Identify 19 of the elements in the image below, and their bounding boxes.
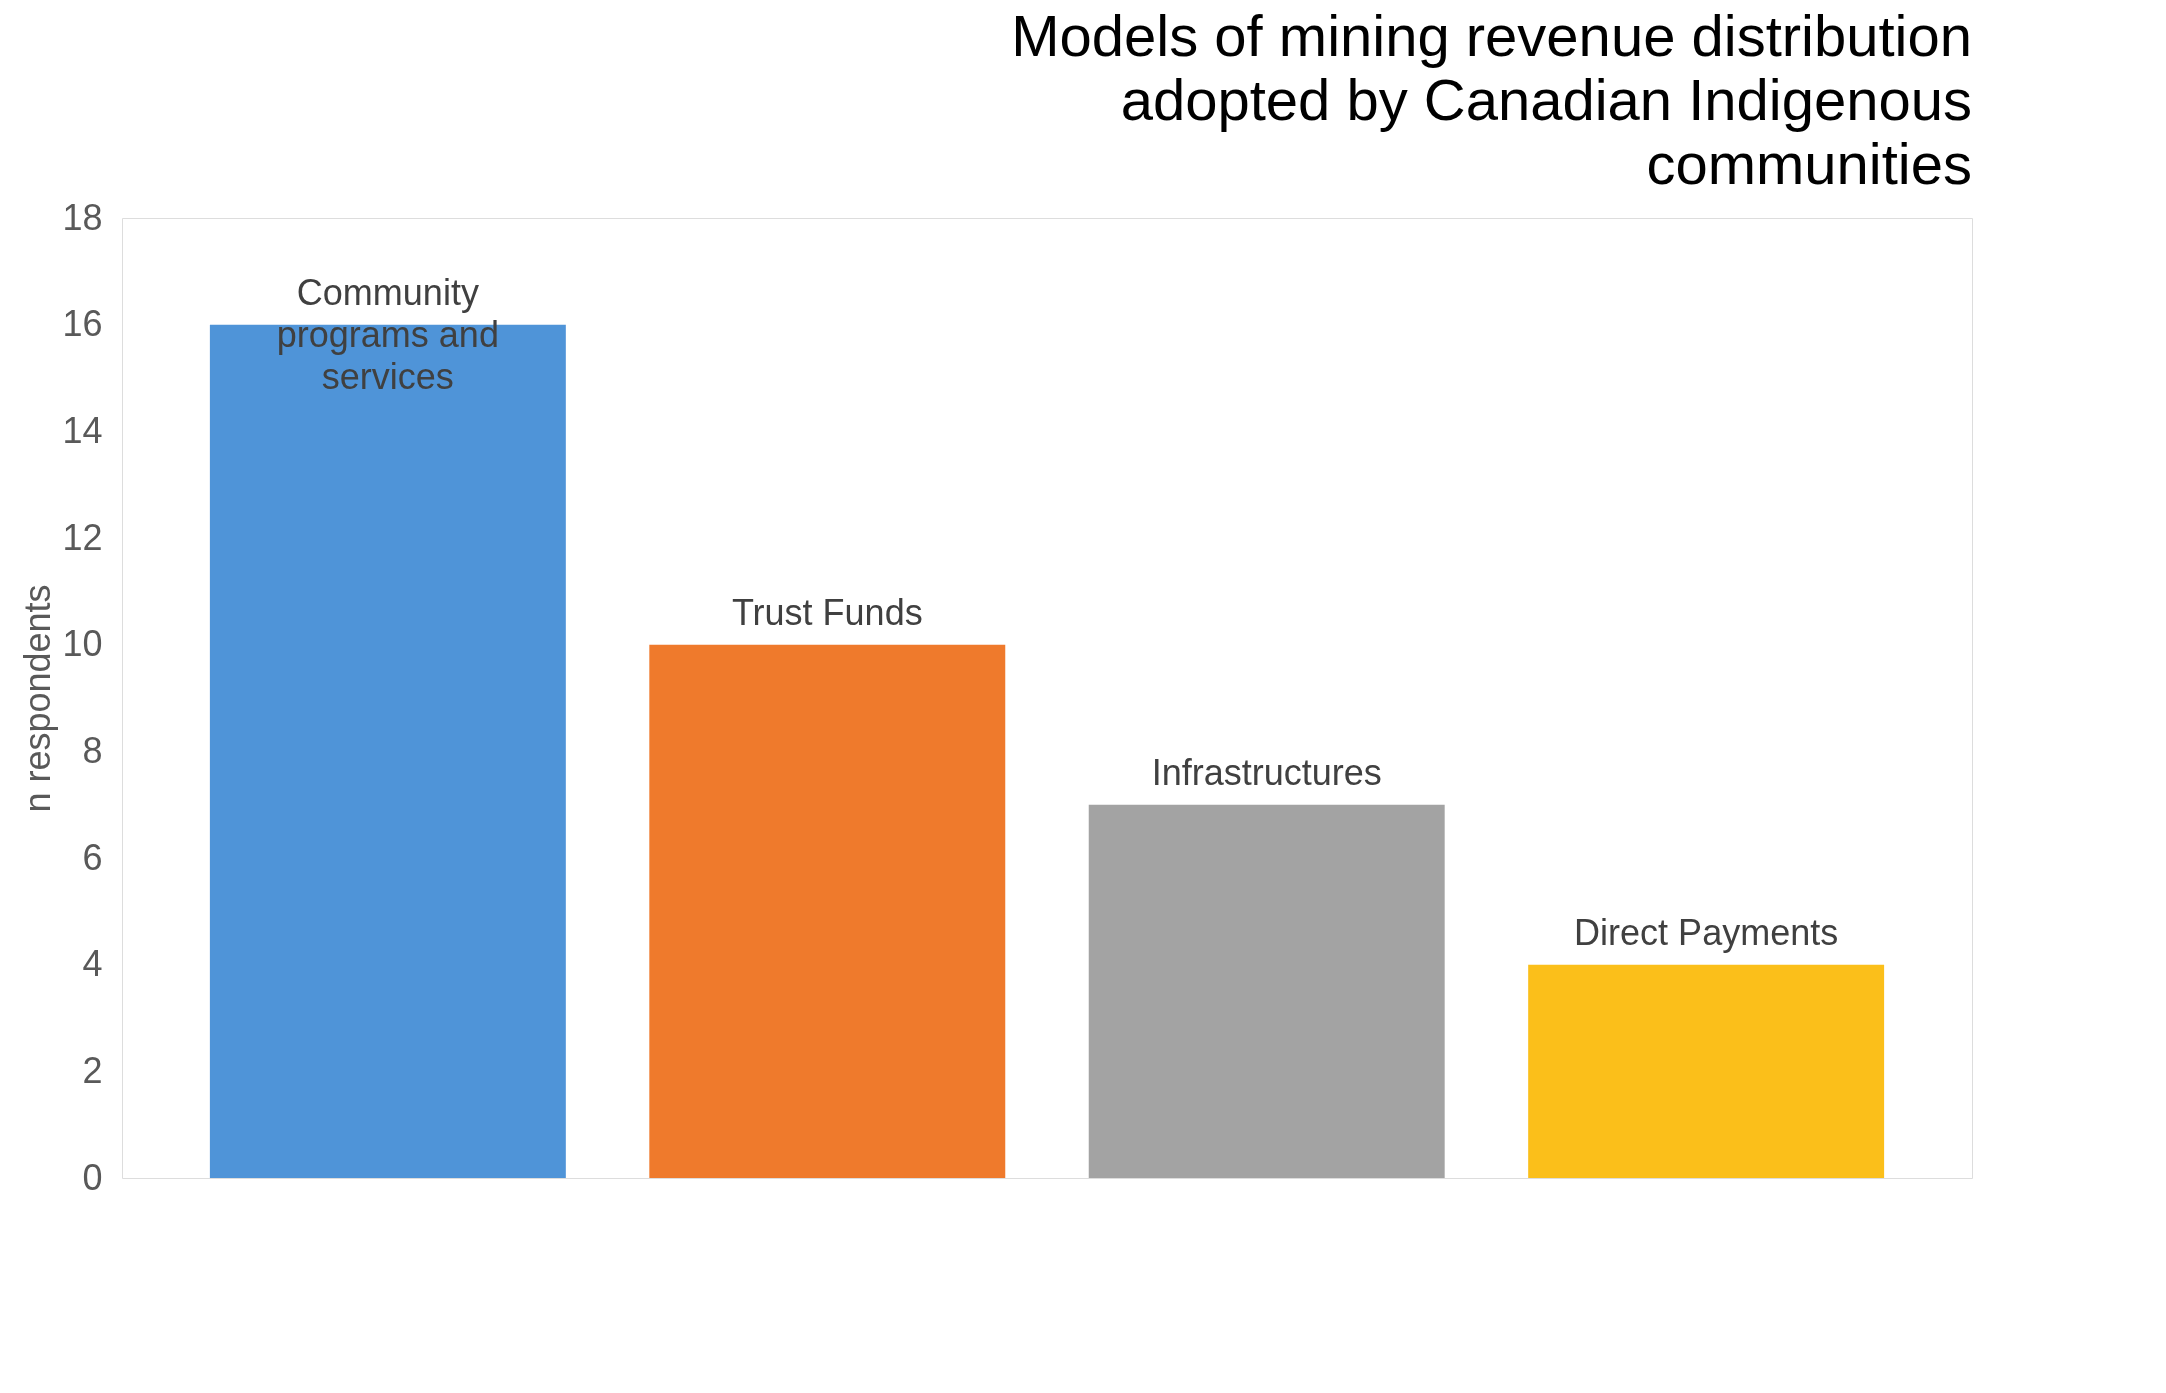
- y-tick-label: 10: [62, 623, 103, 665]
- y-tick-label: 6: [82, 836, 103, 878]
- chart-title: Models of mining revenue distribution adopted by Canadian Indigenous communities: [1011, 3, 1972, 196]
- x-tick-label: Direct Payments: [1574, 911, 1839, 953]
- y-tick-label: 16: [62, 303, 103, 345]
- y-tick-label: 2: [82, 1049, 103, 1091]
- x-tick-label: Trust Funds: [731, 591, 923, 633]
- bar: [1528, 964, 1885, 1178]
- y-tick-label: 8: [82, 729, 103, 771]
- y-tick-label: 18: [62, 196, 103, 238]
- bar: [1088, 804, 1445, 1178]
- x-tick-label: Infrastructures: [1151, 751, 1382, 793]
- y-axis-title: n respondents: [17, 584, 59, 813]
- y-tick-label: 0: [82, 1156, 103, 1198]
- x-tick-label: Community programs and services: [276, 271, 499, 397]
- y-tick-label: 14: [62, 409, 103, 451]
- y-tick-label: 4: [82, 943, 103, 985]
- y-tick-label: 12: [62, 516, 103, 558]
- bar: [649, 644, 1006, 1178]
